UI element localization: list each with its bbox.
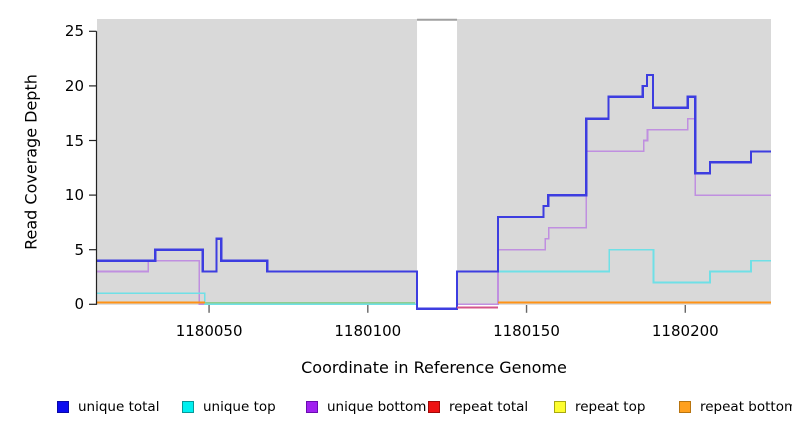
legend-label: unique total: [78, 399, 160, 415]
x-tick-label: 1180200: [651, 322, 719, 340]
legend: unique total unique top unique bottom repea…: [0, 396, 792, 418]
x-tick-label: 1180050: [175, 322, 243, 340]
series-line-unique-top: [97, 248, 771, 306]
legend-swatch-icon: [182, 401, 194, 413]
x-tick-label: 1180100: [334, 322, 402, 340]
series-line-unique-total: [97, 73, 771, 310]
legend-item-unique-bottom: unique bottom: [306, 396, 426, 418]
gap-band: [417, 19, 458, 308]
legend-item-repeat-total: repeat total: [428, 396, 528, 418]
legend-label: unique bottom: [327, 399, 427, 415]
x-axis-title: Coordinate in Reference Genome: [301, 358, 567, 377]
y-tick-label: 10: [64, 186, 84, 205]
legend-swatch-icon: [306, 401, 318, 413]
legend-item-unique-total: unique total: [57, 396, 159, 418]
legend-item-unique-top: unique top: [182, 396, 276, 418]
y-tick-label: 25: [64, 22, 84, 41]
legend-label: repeat total: [449, 399, 529, 415]
legend-swatch-icon: [428, 401, 440, 413]
legend-label: repeat top: [575, 399, 646, 415]
legend-swatch-icon: [57, 401, 69, 413]
y-tick-label: 5: [74, 240, 84, 259]
x-tick-label: 1180150: [493, 322, 560, 340]
legend-label: repeat bottom: [700, 399, 792, 415]
y-tick-label: 15: [64, 131, 84, 150]
legend-item-repeat-bottom: repeat bottom: [679, 396, 792, 418]
legend-item-repeat-top: repeat top: [554, 396, 645, 418]
legend-label: unique top: [203, 399, 276, 415]
y-axis-title: Read Coverage Depth: [21, 74, 41, 250]
y-tick-label: 20: [64, 76, 84, 95]
y-tick-label: 0: [74, 295, 84, 314]
series-line-unique-bottom: [97, 117, 771, 306]
legend-swatch-icon: [679, 401, 691, 413]
legend-swatch-icon: [554, 401, 566, 413]
